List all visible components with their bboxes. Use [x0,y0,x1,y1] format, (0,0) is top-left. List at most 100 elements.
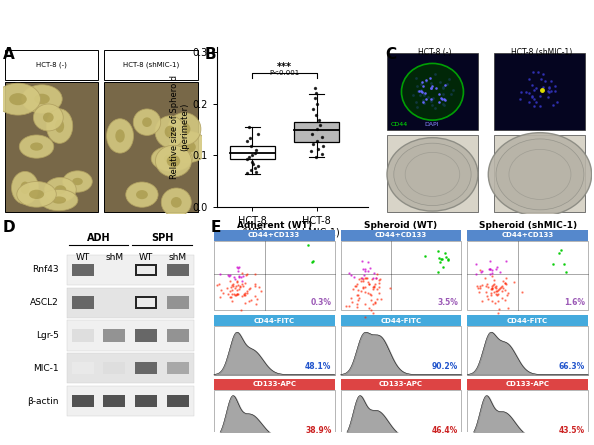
Text: Adherent (WT): Adherent (WT) [237,221,312,231]
Ellipse shape [164,154,180,163]
Text: CD133-APC: CD133-APC [379,381,423,387]
Text: Rnf43: Rnf43 [32,266,59,275]
Bar [214,390,334,438]
Ellipse shape [45,178,76,202]
Ellipse shape [509,150,571,199]
Bar [67,353,194,383]
Bar [167,395,189,407]
Y-axis label: Relative size of Spheroid
(perimeter): Relative size of Spheroid (perimeter) [170,75,189,179]
Bar [214,326,334,375]
Ellipse shape [30,142,43,151]
Ellipse shape [33,104,63,131]
Ellipse shape [155,116,185,148]
Ellipse shape [17,182,56,207]
Bar [137,266,155,274]
Text: CD44+CD133: CD44+CD133 [375,232,427,238]
Ellipse shape [394,143,471,206]
Text: CD44+CD133: CD44+CD133 [501,232,554,238]
Ellipse shape [402,63,463,120]
Text: CD44-FITC: CD44-FITC [507,318,548,324]
Bar [105,50,198,80]
Bar [494,53,586,130]
Ellipse shape [165,125,175,138]
Bar [467,230,588,241]
Ellipse shape [72,178,83,185]
Bar [67,320,194,351]
Bar [340,230,462,241]
Text: 66.3%: 66.3% [559,362,585,372]
Bar [387,135,478,212]
Text: HCT-8 (shMIC-1): HCT-8 (shMIC-1) [123,62,179,69]
Text: SPH: SPH [151,233,173,243]
Ellipse shape [181,141,196,153]
Bar [340,379,462,390]
Text: 46.4%: 46.4% [432,426,458,435]
Text: CD44: CD44 [391,122,408,127]
Text: 0.3%: 0.3% [311,298,331,307]
Ellipse shape [55,119,64,133]
Bar [5,82,99,212]
Ellipse shape [29,190,44,199]
Ellipse shape [405,152,460,196]
Text: 1.6%: 1.6% [564,298,585,307]
Ellipse shape [171,197,182,208]
Text: CD44+CD133: CD44+CD133 [248,232,301,238]
Ellipse shape [126,182,158,207]
Ellipse shape [43,113,53,122]
Text: Spheroid (shMIC-1): Spheroid (shMIC-1) [479,221,577,231]
Text: HCT-8 (shMIC-1): HCT-8 (shMIC-1) [511,49,573,57]
Text: WT: WT [75,253,90,262]
Text: D: D [3,220,15,235]
Ellipse shape [156,145,191,177]
Bar [167,296,189,309]
Bar [340,326,462,375]
Ellipse shape [387,138,478,211]
Ellipse shape [22,85,62,113]
Ellipse shape [46,109,72,143]
Text: C: C [385,47,396,62]
Text: ASCL2: ASCL2 [30,298,59,307]
Bar [135,296,157,309]
Bar [467,390,588,438]
Text: shM: shM [105,253,124,262]
Bar [214,230,334,241]
Bar [167,362,189,374]
Text: shM: shM [169,253,187,262]
Text: P<0.001: P<0.001 [269,70,299,76]
Ellipse shape [151,146,192,171]
Text: CD44-FITC: CD44-FITC [254,318,295,324]
Bar [72,395,93,407]
Ellipse shape [9,93,27,105]
Ellipse shape [20,182,30,194]
Text: 종양 미세환경 구축 및  대장암줄기세포 형성에 필수적인 MIC-1: 종양 미세환경 구축 및 대장암줄기세포 형성에 필수적인 MIC-1 [125,13,469,31]
Bar [67,386,194,416]
Bar [294,121,339,142]
Ellipse shape [488,133,592,216]
Text: CD133-APC: CD133-APC [252,381,296,387]
Bar [230,146,275,159]
Ellipse shape [496,139,584,210]
Bar [103,395,125,407]
Ellipse shape [52,196,66,204]
Text: CD44-FITC: CD44-FITC [380,318,422,324]
Bar [340,316,462,326]
Ellipse shape [115,129,125,142]
Bar [467,326,588,375]
Bar [5,50,99,80]
Ellipse shape [0,83,40,115]
Text: CD133-APC: CD133-APC [505,381,549,387]
Text: 48.1%: 48.1% [305,362,331,372]
Ellipse shape [167,155,180,167]
Text: E: E [211,220,221,235]
Bar [72,362,93,374]
Text: Spheroid (WT): Spheroid (WT) [364,221,438,231]
Bar [105,82,198,212]
Text: WT: WT [139,253,153,262]
Text: ADH: ADH [87,233,110,243]
Bar [387,53,478,130]
Text: HCT-8 (-): HCT-8 (-) [418,49,451,57]
Bar [467,379,588,390]
Bar [103,329,125,342]
Ellipse shape [63,171,92,192]
Ellipse shape [11,171,39,204]
